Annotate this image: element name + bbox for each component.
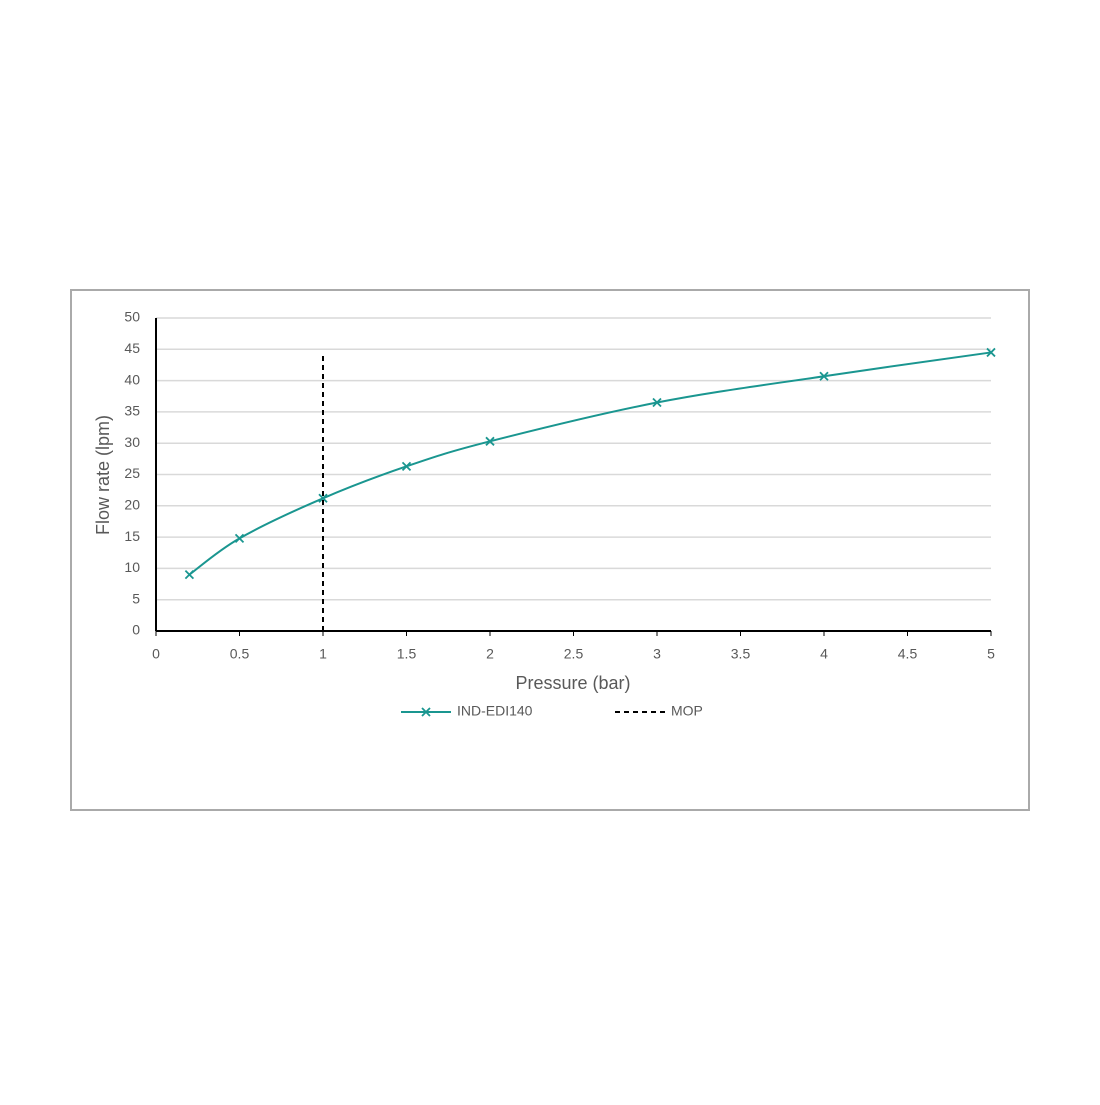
point-marker xyxy=(401,461,412,471)
y-tick-label: 35 xyxy=(124,403,140,419)
y-tick-label: 50 xyxy=(124,309,140,325)
y-tick-label: 45 xyxy=(124,340,140,356)
legend-label: IND-EDI140 xyxy=(457,703,533,719)
y-tick-label: 5 xyxy=(132,590,140,606)
x-axis-title: Pressure (bar) xyxy=(515,673,630,693)
y-tick-label: 40 xyxy=(124,371,140,387)
legend-marker xyxy=(421,707,431,717)
x-tick-label: 4.5 xyxy=(898,646,918,662)
y-axis-title: Flow rate (lpm) xyxy=(93,415,113,535)
x-tick-label: 2.5 xyxy=(564,646,584,662)
x-tick-label: 3.5 xyxy=(731,646,751,662)
x-tick-label: 5 xyxy=(987,646,995,662)
point-marker xyxy=(485,436,495,446)
point-marker xyxy=(234,533,245,543)
y-tick-label: 30 xyxy=(124,434,140,450)
x-tick-label: 1 xyxy=(319,646,327,662)
x-tick-label: 0.5 xyxy=(230,646,250,662)
point-marker xyxy=(819,371,829,381)
y-tick-label: 20 xyxy=(124,497,140,513)
x-tick-label: 4 xyxy=(820,646,828,662)
y-tick-label: 0 xyxy=(132,622,140,638)
chart-frame xyxy=(70,289,1030,811)
point-marker xyxy=(986,347,996,358)
x-tick-label: 3 xyxy=(653,646,661,662)
point-marker xyxy=(184,570,195,580)
y-tick-label: 15 xyxy=(124,528,140,544)
legend-label: MOP xyxy=(671,703,703,719)
y-tick-label: 25 xyxy=(124,465,140,481)
x-tick-label: 1.5 xyxy=(397,646,417,662)
y-tick-label: 10 xyxy=(124,559,140,575)
x-tick-label: 0 xyxy=(152,646,160,662)
point-marker xyxy=(652,397,662,408)
x-tick-label: 2 xyxy=(486,646,494,662)
point-marker xyxy=(318,493,328,503)
